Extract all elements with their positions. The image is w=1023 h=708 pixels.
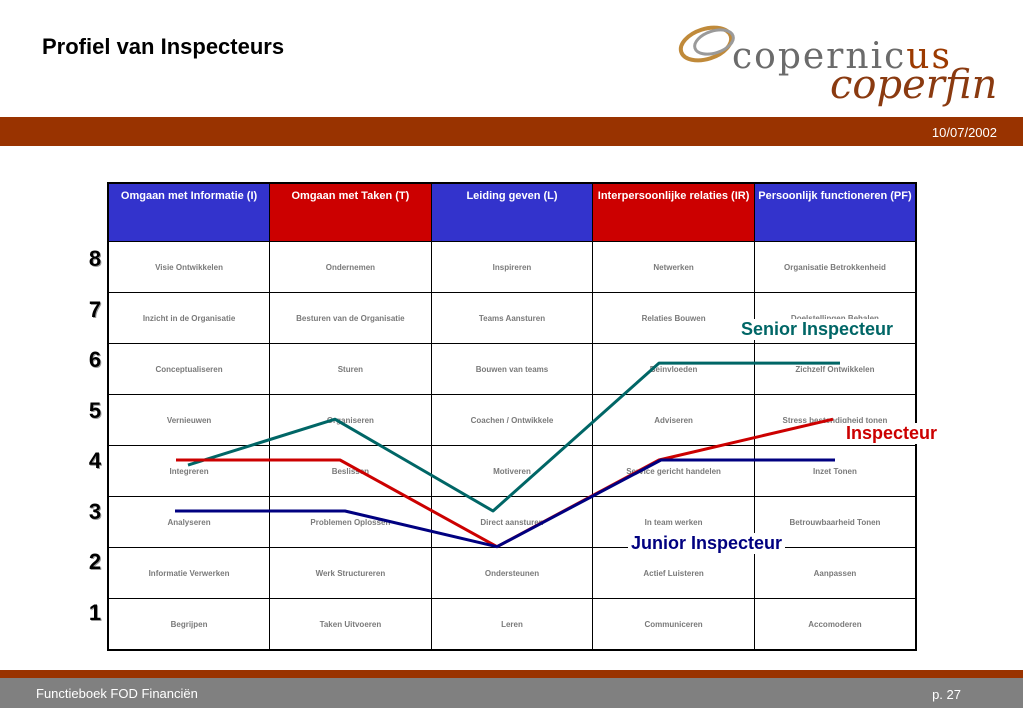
grid-cell: Beinvloeden — [592, 343, 755, 395]
grid-cell: Organisatie Betrokkenheid — [753, 241, 917, 293]
grid-row-level-2: Informatie Verwerken Werk Structureren Ond… — [107, 547, 917, 599]
competency-grid: Omgaan met Informatie (I) Omgaan met Tak… — [107, 182, 917, 651]
logo-bottom-text: coperfin — [830, 62, 998, 108]
grid-cell: Taken Uitvoeren — [269, 598, 432, 651]
grid-cell: Sturen — [269, 343, 432, 395]
senior-inspecteur-label: Senior Inspecteur — [738, 319, 897, 340]
level-label: 7 — [88, 296, 102, 322]
inspecteur-label: Inspecteur — [843, 423, 941, 444]
grid-cell: Informatie Verwerken — [107, 547, 271, 599]
level-label: 1 — [88, 599, 102, 625]
column-header-persoonlijk: Persoonlijk functioneren (PF) — [753, 182, 917, 242]
footer-title: Functieboek FOD Financiën — [36, 686, 198, 701]
grid-cell: Relaties Bouwen — [592, 292, 755, 344]
grid-cell: Inzet Tonen — [753, 445, 917, 497]
grid-cell: Leren — [430, 598, 594, 651]
page-title: Profiel van Inspecteurs — [42, 34, 285, 59]
profile-line-senior-inspecteur — [187, 361, 840, 513]
grid-row-level-6: Conceptualiseren Sturen Bouwen van teams Be… — [107, 343, 917, 395]
footer-bar: Functieboek FOD Financiën p. 27 — [0, 678, 1023, 708]
logo-top-text: copernicus — [732, 36, 952, 77]
grid-cell: Visie Ontwikkelen — [107, 241, 271, 293]
level-label: 8 — [88, 246, 102, 271]
grid-row-level-1: Begrijpen Taken Uitvoeren Leren Communicere… — [107, 598, 917, 651]
grid-cell: Werk Structureren — [269, 547, 432, 599]
grid-cell: Ondersteunen — [430, 547, 594, 599]
header-bar — [0, 117, 1023, 146]
grid-cell: Begrijpen — [107, 598, 271, 651]
column-header-relaties: Interpersoonlijke relaties (IR) — [592, 182, 755, 242]
grid-cell: Conceptualiseren — [107, 343, 271, 395]
grid-cell: Adviseren — [592, 394, 755, 446]
level-label: 6 — [88, 347, 102, 372]
profile-line-junior-inspecteur — [175, 458, 835, 549]
logo-swirl-icon — [678, 25, 735, 63]
junior-inspecteur-label: Junior Inspecteur — [628, 533, 786, 554]
grid-cell: Accomoderen — [753, 598, 917, 651]
grid-cell: Vernieuwen — [107, 394, 271, 446]
level-label: 2 — [88, 549, 102, 574]
column-header-leiding: Leiding geven (L) — [430, 182, 594, 242]
grid-row-level-5: Vernieuwen Organiseren Coachen / Ontwikkel… — [107, 394, 917, 446]
grid-cell: Besturen van de Organisatie — [269, 292, 432, 344]
grid-cell: Netwerken — [592, 241, 755, 293]
level-label: 3 — [88, 498, 102, 524]
grid-cell: Aanpassen — [753, 547, 917, 599]
copernicus-coperfin-logo: copernicus coperfin — [670, 8, 1000, 120]
level-label: 5 — [88, 397, 102, 423]
grid-cell: Inspireren — [430, 241, 594, 293]
grid-row-level-4: Integreren Beslissen Motiveren Service geri… — [107, 445, 917, 497]
grid-cell: Service gericht handelen — [592, 445, 755, 497]
footer-accent-bar — [0, 670, 1023, 678]
date-label: 10/07/2002 — [931, 125, 997, 140]
level-label: 4 — [88, 448, 102, 473]
grid-cell: Inzicht in de Organisatie — [107, 292, 271, 344]
page-number: p. 27 — [932, 687, 961, 702]
grid-row-level-8: Visie Ontwikkelen Ondernemen Inspireren Net… — [107, 241, 917, 293]
grid-header-row: Omgaan met Informatie (I) Omgaan met Tak… — [107, 182, 917, 242]
column-header-taken: Omgaan met Taken (T) — [269, 182, 432, 242]
grid-cell: Communiceren — [592, 598, 755, 651]
level-axis: 8 7 6 5 4 3 2 1 — [84, 234, 106, 638]
